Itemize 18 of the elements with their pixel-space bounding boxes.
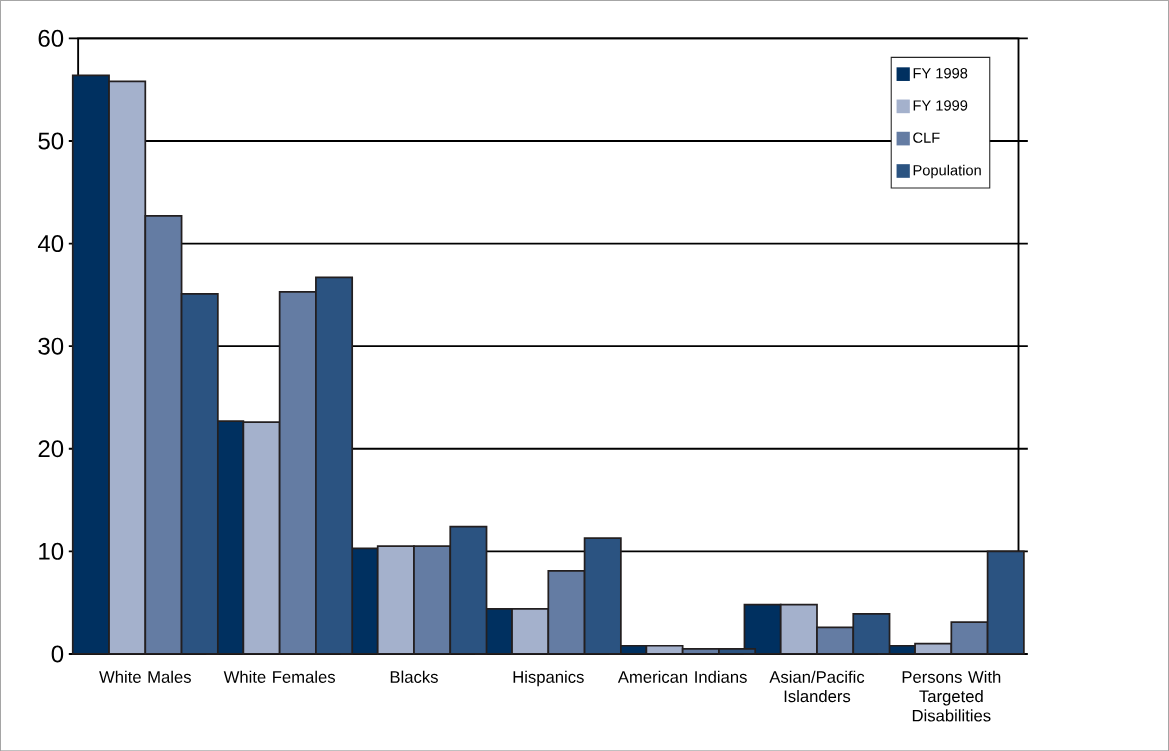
x-tick-label: Persons With Targeted Disabilities	[902, 670, 1001, 722]
y-tick-label: 0	[51, 645, 64, 663]
x-tick-label: Hispanics	[513, 670, 584, 687]
legend-label: CLF	[913, 132, 940, 143]
y-tick-label: 30	[38, 337, 64, 355]
x-tick-label: Asian/Pacific Islanders	[769, 670, 865, 703]
y-tick-label: 60	[38, 29, 64, 47]
x-tick-label: American Indians	[617, 670, 747, 683]
legend-label: Population	[913, 164, 981, 179]
legend-label: FY 1999	[913, 100, 968, 111]
x-tick-label: White Females	[223, 670, 336, 683]
y-tick-label: 20	[38, 440, 64, 458]
y-tick-label: 10	[39, 542, 64, 560]
x-tick-label: White Males	[99, 670, 191, 683]
y-tick-label: 50	[38, 132, 64, 150]
legend-label: FY 1998	[913, 67, 968, 79]
y-tick-label: 40	[37, 234, 64, 252]
x-tick-label: Blacks	[390, 670, 438, 683]
